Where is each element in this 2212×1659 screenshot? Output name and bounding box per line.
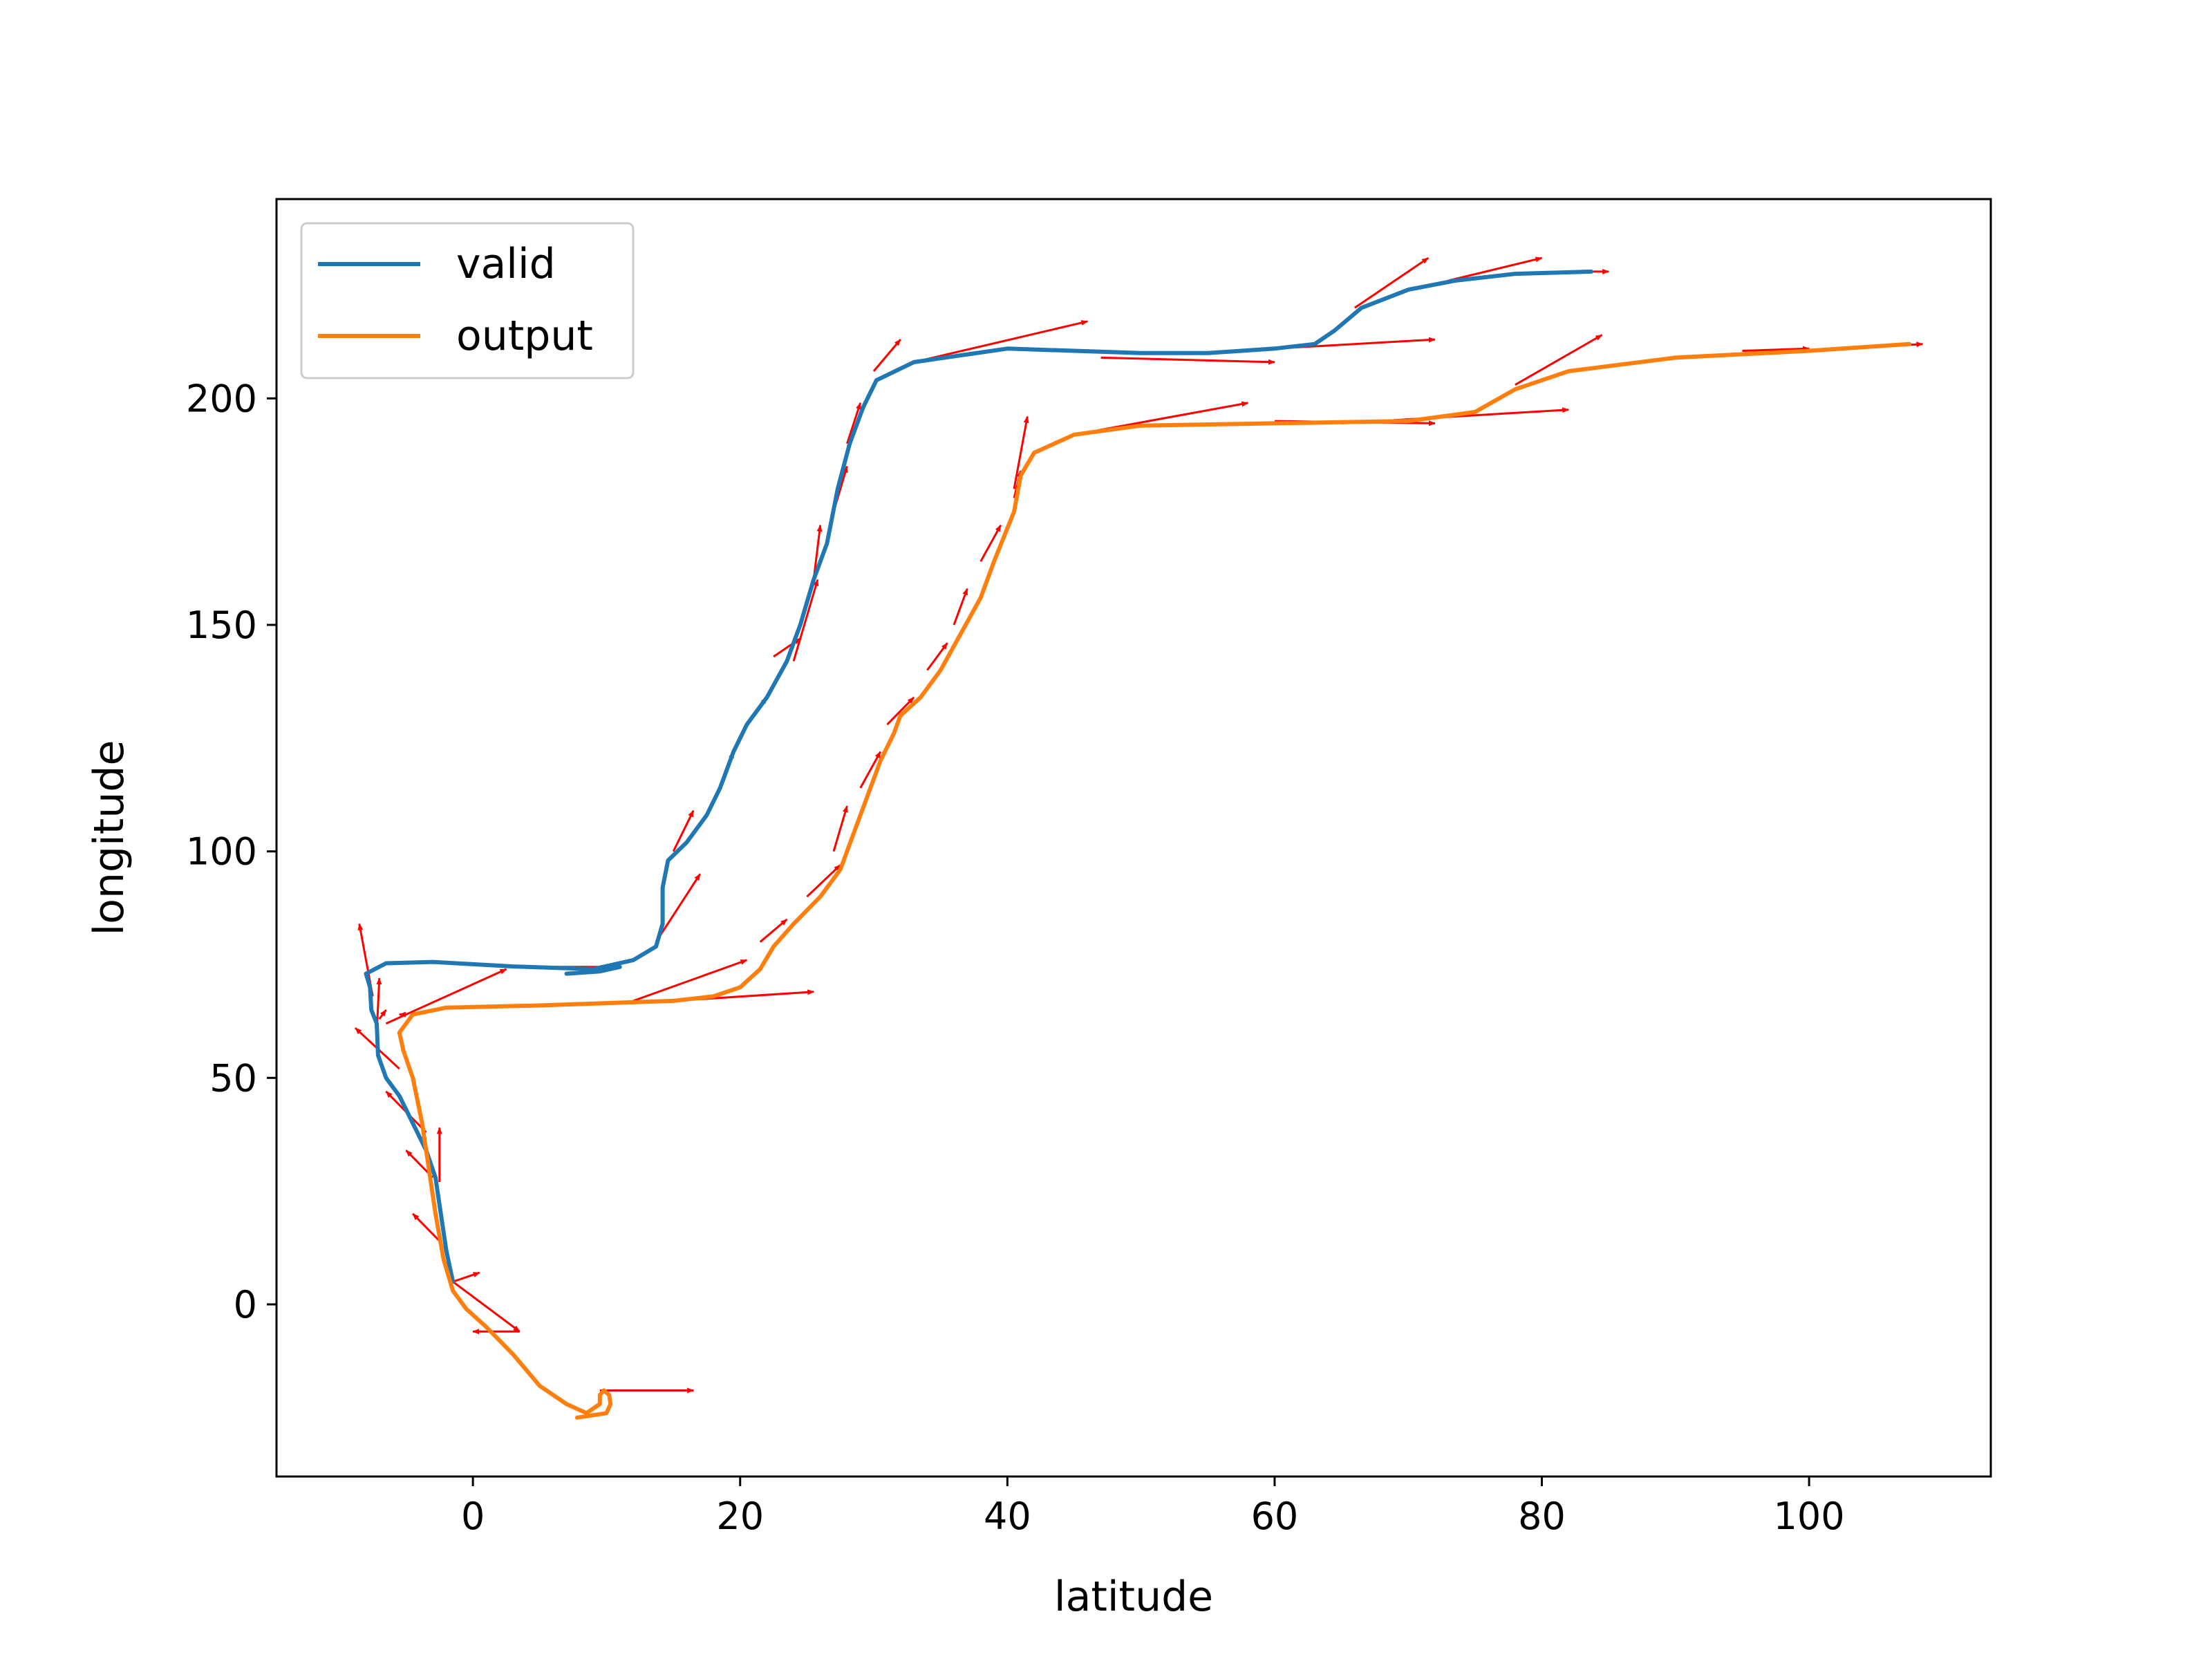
x-tick-label: 60 (1251, 1494, 1299, 1538)
series-layer (364, 269, 1912, 1420)
direction-arrow (913, 320, 1089, 364)
y-tick-label: 0 (234, 1283, 257, 1327)
series-line-valid-tail (564, 964, 622, 976)
direction-arrow (1354, 256, 1430, 309)
direction-arrow (759, 918, 788, 943)
direction-arrow (378, 1009, 387, 1020)
direction-arrow (832, 805, 848, 852)
y-tick-label: 150 (186, 603, 257, 647)
series-line-output (397, 341, 1912, 1420)
direction-arrow (655, 873, 702, 943)
direction-arrow (672, 809, 695, 852)
direction-arrow (886, 696, 915, 726)
direction-arrow (1100, 356, 1275, 365)
direction-arrow (1515, 334, 1603, 386)
y-tick-label: 200 (186, 377, 257, 420)
direction-arrow (632, 959, 748, 1002)
direction-arrow (792, 579, 819, 662)
x-tick-label: 40 (984, 1494, 1031, 1538)
direction-arrow (806, 864, 841, 898)
plot-area (276, 199, 1991, 1477)
direction-arrow (452, 1271, 480, 1283)
legend-label-valid: valid (456, 240, 556, 288)
series-line-valid (364, 269, 1593, 1284)
direction-arrow (926, 642, 948, 671)
direction-arrow (859, 751, 882, 789)
legend: valid output (300, 222, 635, 379)
x-tick-label: 0 (461, 1494, 485, 1538)
y-tick-label: 50 (209, 1056, 257, 1100)
y-tick-label: 100 (186, 830, 257, 874)
direction-arrow (412, 1212, 440, 1242)
x-axis-label: latitude (1054, 1573, 1213, 1621)
direction-arrow (980, 524, 1002, 563)
x-tick-label: 100 (1774, 1494, 1845, 1538)
direction-arrow (845, 402, 862, 444)
direction-arrow (1447, 256, 1543, 282)
direction-arrow (812, 524, 823, 580)
direction-arrow (1013, 415, 1029, 489)
ticks-layer: 0 20 40 60 80 100 0 50 100 150 200 (186, 377, 1845, 1538)
direction-arrow (1742, 346, 1810, 352)
x-tick-label: 20 (716, 1494, 764, 1538)
y-axis-label: longitude (85, 740, 133, 936)
direction-arrow (872, 339, 901, 372)
direction-arrow (953, 588, 968, 626)
legend-label-output: output (456, 312, 593, 360)
direction-arrow (452, 1280, 521, 1333)
x-tick-label: 80 (1518, 1494, 1566, 1538)
plot-frame (275, 198, 1992, 1478)
